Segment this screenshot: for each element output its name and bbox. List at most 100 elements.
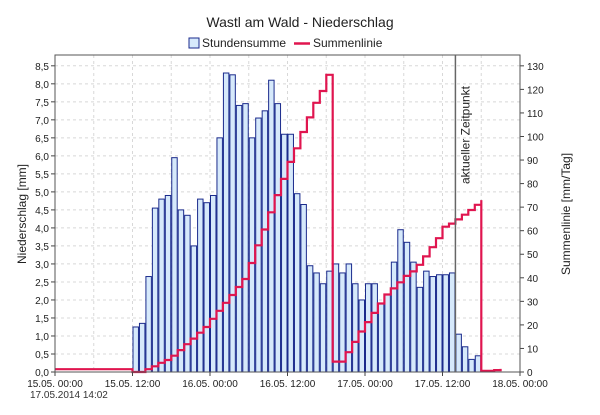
y-left-tick-label: 5,5 [35, 170, 49, 181]
y-left-tick-label: 7,5 [35, 98, 49, 109]
y-right-tick-label: 50 [527, 250, 539, 261]
bar [403, 241, 411, 373]
bar [281, 133, 288, 373]
bar [184, 214, 191, 373]
y-right-tick-label: 40 [527, 274, 539, 285]
now-marker: aktueller Zeitpunkt [454, 55, 472, 372]
bar [190, 245, 198, 373]
bar [300, 203, 307, 373]
bar [216, 137, 223, 373]
bar [177, 209, 185, 373]
bar [371, 283, 378, 373]
y-right-tick-label: 80 [527, 180, 539, 191]
x-tick-label: 17.05. 00:00 [337, 379, 393, 390]
bar [158, 198, 165, 373]
bar [352, 283, 359, 373]
legend: Stundensumme Summenlinie [188, 36, 383, 50]
bar [235, 104, 243, 373]
bar [397, 229, 404, 373]
bar [151, 207, 159, 373]
y-left-tick-label: 0,5 [35, 350, 49, 361]
y-left-tick-label: 4,5 [35, 206, 49, 217]
bar [429, 276, 437, 373]
y-right-tick-label: 10 [527, 344, 539, 355]
y-right-tick-label: 70 [527, 203, 539, 214]
bar [164, 194, 172, 373]
bar [287, 133, 294, 373]
y-right-tick-label: 60 [527, 227, 539, 238]
x-tick-label: 15.05. 00:00 [27, 379, 83, 390]
bar [436, 274, 443, 373]
bar [229, 74, 236, 373]
y-right-tick-label: 20 [527, 321, 539, 332]
bar [248, 137, 256, 373]
x-tick-label: 16.05. 00:00 [182, 379, 238, 390]
y-axis-label-left: Niederschlag [mm] [15, 164, 29, 264]
y-right-tick-label: 100 [527, 132, 544, 143]
now-marker-label: aktueller Zeitpunkt [458, 85, 472, 184]
plot-frame [54, 54, 521, 373]
y-right-tick-label: 90 [527, 156, 539, 167]
bar [377, 303, 385, 373]
bar [293, 193, 301, 373]
bar [474, 355, 482, 373]
x-tick-label: 16.05. 12:00 [260, 379, 316, 390]
bar [274, 103, 282, 373]
bar [313, 272, 320, 373]
bar [455, 333, 462, 373]
bar [197, 198, 204, 373]
y-left-tick-label: 4,0 [35, 224, 49, 235]
bar [222, 72, 230, 373]
y-left-tick-label: 6,5 [35, 134, 49, 145]
bar [306, 265, 314, 373]
y-left-tick-label: 7,0 [35, 116, 49, 127]
bar [365, 283, 372, 373]
y-left-tick-label: 8,5 [35, 62, 49, 73]
bar [210, 194, 217, 373]
axes: 0,0 0,5 1,0 1,5 2,0 2,5 3,0 3,5 4,0 4,5 5,0 5,5 6,0 6… [27, 54, 548, 390]
y-left-tick-label: 1,5 [35, 314, 49, 325]
line-series [55, 73, 502, 374]
y-right-tick-label: 120 [527, 85, 544, 96]
y-left-tick-label: 0,0 [35, 368, 49, 379]
legend-label-summenlinie: Summenlinie [313, 36, 383, 50]
y-left-tick-label: 2,0 [35, 296, 49, 307]
bar [261, 110, 269, 373]
y-left-tick-label: 8,0 [35, 80, 49, 91]
bar [203, 202, 211, 373]
x-tick-label: 15.05. 12:00 [105, 379, 161, 390]
bar [268, 79, 275, 373]
bar [468, 358, 475, 373]
y-axis-label-right: Summenlinie [mm/Tag] [559, 153, 573, 275]
y-left-tick-label: 3,0 [35, 260, 49, 271]
legend-label-stundensumme: Stundensumme [202, 36, 286, 50]
bar [410, 261, 417, 373]
bar [171, 157, 178, 373]
bar [423, 270, 430, 373]
bar [145, 276, 152, 373]
bar [326, 270, 333, 373]
bar [358, 299, 365, 373]
y-right-tick-label: 30 [527, 297, 539, 308]
bar [332, 263, 340, 373]
bar [319, 283, 327, 373]
bar [132, 326, 139, 373]
y-left-tick-label: 6,0 [35, 152, 49, 163]
bar [390, 261, 398, 373]
x-tick-label: 17.05. 12:00 [415, 379, 471, 390]
y-left-tick-label: 3,5 [35, 242, 49, 253]
bar [416, 286, 424, 373]
bar [242, 103, 249, 373]
bar [461, 346, 469, 373]
bar [345, 263, 353, 373]
bar [448, 272, 456, 373]
y-left-tick-label: 2,5 [35, 278, 49, 289]
x-tick-label: 18.05. 00:00 [492, 379, 548, 390]
bar [138, 322, 146, 373]
y-left-tick-label: 5,0 [35, 188, 49, 199]
y-left-tick-label: 1,0 [35, 332, 49, 343]
bar [384, 294, 391, 373]
y-right-tick-label: 0 [527, 368, 533, 379]
y-right-tick-label: 130 [527, 62, 544, 73]
